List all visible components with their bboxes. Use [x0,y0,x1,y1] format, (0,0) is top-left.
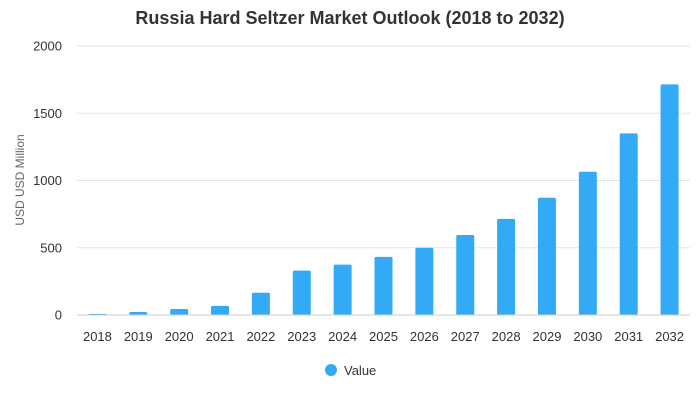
x-tick-label: 2028 [492,329,521,344]
gridlines [77,45,690,249]
y-tick-label: 0 [55,308,62,323]
x-tick-label: 2027 [451,329,480,344]
chart-title: Russia Hard Seltzer Market Outlook (2018… [135,8,564,28]
x-tick-label: 2025 [369,329,398,344]
y-tick-label: 500 [40,240,62,255]
x-tick-label: 2018 [83,329,112,344]
bar-2022[interactable] [251,292,270,315]
x-tick-label: 2026 [410,329,439,344]
x-tick-label: 2024 [328,329,357,344]
bar-2029[interactable] [537,197,556,315]
y-tick-label: 1000 [33,173,62,188]
y-tick-label: 1500 [33,106,62,121]
bar-2021[interactable] [211,305,230,315]
legend-swatch-value[interactable] [325,364,337,376]
y-axis-label: USD USD Million [13,134,27,225]
bar-2030[interactable] [578,171,597,315]
bar-2032[interactable] [660,84,679,316]
bar-2031[interactable] [619,133,638,315]
bar-2028[interactable] [497,218,516,315]
x-tick-label: 2022 [246,329,275,344]
bars [88,84,679,316]
bar-2027[interactable] [456,234,475,315]
legend-label-value[interactable]: Value [344,363,376,378]
x-axis-ticks: 2018 2019 2020 2021 2022 2023 2024 2025 2026 2027… [83,329,684,344]
x-tick-label: 2032 [655,329,684,344]
legend[interactable]: Value [325,363,376,378]
bar-2023[interactable] [292,270,311,315]
x-tick-label: 2030 [573,329,602,344]
y-tick-label: 2000 [33,39,62,54]
bar-2025[interactable] [374,256,393,315]
x-tick-label: 2031 [614,329,643,344]
bar-2020[interactable] [170,308,189,315]
x-tick-label: 2021 [206,329,235,344]
y-axis-ticks: 0 500 1000 1500 2000 [33,39,62,323]
x-tick-label: 2020 [165,329,194,344]
x-tick-label: 2023 [287,329,316,344]
bar-2019[interactable] [129,312,148,315]
bar-2026[interactable] [415,247,434,315]
x-tick-label: 2019 [124,329,153,344]
x-tick-label: 2029 [533,329,562,344]
bar-2024[interactable] [333,264,352,315]
